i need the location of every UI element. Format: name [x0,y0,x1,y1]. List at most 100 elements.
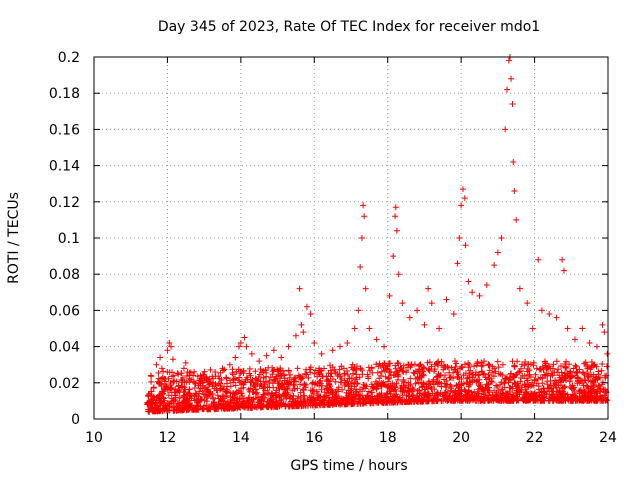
data-point [513,216,520,223]
data-point [564,325,571,332]
data-point [508,75,515,82]
data-point [491,262,498,269]
data-point [168,343,175,350]
data-point [524,300,531,307]
x-tick-label: 20 [452,430,470,446]
data-point [226,361,233,368]
data-point [395,271,402,278]
data-points [144,54,611,406]
noise-floor-marks [144,358,611,415]
data-point [256,358,263,365]
data-point [236,343,243,350]
data-point [263,352,270,359]
data-point [232,354,239,361]
x-tick-label: 24 [599,430,617,446]
data-point [336,343,343,350]
data-point [318,350,325,357]
data-point [586,339,593,346]
data-point [361,213,368,220]
data-point [355,307,362,314]
data-point [511,187,518,194]
data-point [458,202,465,209]
y-tick-label: 0 [71,412,80,428]
data-point [307,311,314,318]
y-tick-label: 0.04 [49,340,80,356]
data-point [204,376,211,383]
data-point [454,260,461,267]
data-point [191,379,198,386]
chart-title: Day 345 of 2023, Rate Of TEC Index for r… [158,19,540,35]
data-point [443,296,450,303]
data-point [278,354,285,361]
data-point [303,303,310,310]
data-point [164,347,171,354]
x-tick-label: 16 [305,430,323,446]
data-point [483,282,490,289]
y-tick-label: 0.12 [49,195,80,211]
x-tick-label: 18 [379,430,397,446]
data-point [604,350,611,357]
data-point [498,235,505,241]
data-point [421,321,428,328]
data-point [285,343,292,350]
data-point [504,86,511,93]
data-point [329,347,336,354]
data-point [359,235,366,241]
data-point [357,263,364,270]
data-point [459,186,466,193]
data-point [601,329,608,336]
data-point [465,278,472,285]
data-point [197,372,204,379]
data-point [593,343,600,350]
data-point [414,307,421,314]
data-point [158,365,165,372]
data-point [599,321,606,328]
y-tick-label: 0.18 [49,86,80,102]
y-tick-label: 0.02 [49,376,80,392]
data-point [219,365,226,372]
data-point [494,249,501,256]
data-point [560,267,567,274]
x-tick-label: 12 [159,430,177,446]
data-point [311,339,318,346]
data-point [300,329,307,336]
data-point [571,336,578,343]
x-tick-label: 22 [526,430,544,446]
data-point [529,325,536,332]
x-tick-labels: 10 12 14 16 18 20 22 24 [85,430,617,446]
data-point [559,256,566,263]
y-axis-label: ROTI / TECUs [6,192,22,284]
data-point [462,242,469,249]
data-point [505,57,512,64]
data-point [392,204,399,211]
data-point [373,336,380,343]
y-tick-labels: 0 0.02 0.04 0.06 0.08 0.1 0.12 0.14 0.16 0.18 0.2 [49,50,80,428]
data-point [362,285,369,292]
data-point [510,158,517,165]
data-point [169,356,176,363]
data-point [546,311,553,318]
data-point [386,292,393,299]
data-point [450,311,457,318]
data-point [502,126,509,133]
data-point [243,343,250,350]
data-point [166,339,173,346]
data-point [381,343,388,350]
data-point [175,383,182,390]
y-tick-label: 0.08 [49,267,80,283]
axis-ticks [93,56,609,420]
y-tick-label: 0.14 [49,159,80,175]
data-point [535,256,542,263]
data-point [390,253,397,260]
data-point [241,334,248,341]
data-point [553,314,560,321]
data-point [147,372,154,379]
data-point [509,101,516,108]
data-point [296,285,303,292]
noise-floor-band [144,358,611,415]
data-point [184,368,191,375]
data-point [351,325,358,332]
x-tick-label: 14 [232,430,250,446]
data-point [428,300,435,307]
